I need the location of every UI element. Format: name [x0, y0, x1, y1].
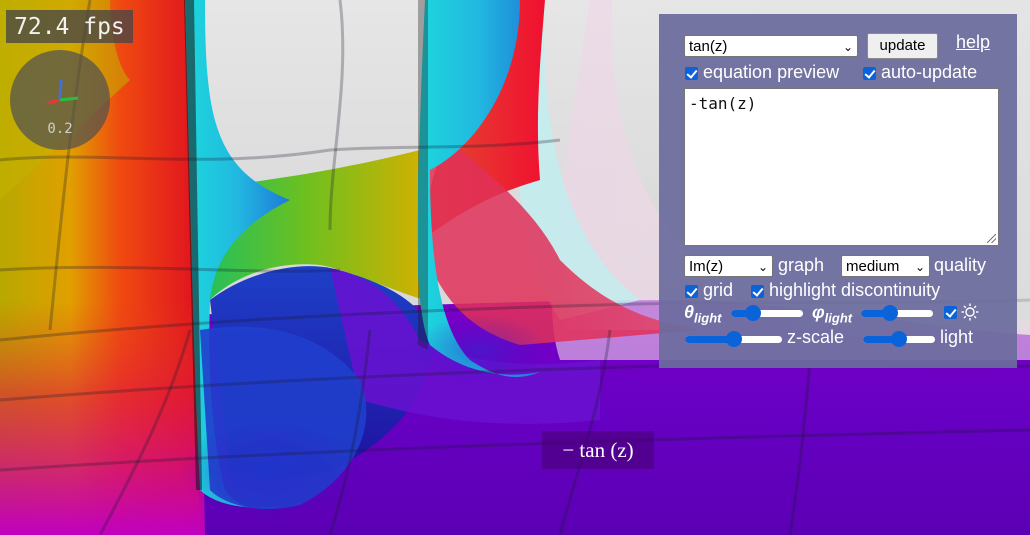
gizmo-scale: 0.2 — [10, 121, 110, 137]
light-label: light — [940, 327, 973, 348]
theta-light-slider[interactable] — [731, 305, 803, 321]
graph-select[interactable]: Im(z) ⌄ — [684, 255, 773, 277]
resize-grip-icon[interactable] — [987, 234, 996, 243]
equation-overlay: − tan (z) — [542, 431, 654, 469]
graph-label: graph — [778, 255, 824, 276]
grid-checkbox[interactable] — [685, 285, 698, 298]
equation-preview-label: equation preview — [703, 62, 839, 83]
chevron-down-icon: ⌄ — [843, 36, 853, 58]
grid-label: grid — [703, 280, 733, 301]
phi-symbol: φ — [812, 302, 825, 322]
pole-2-dark-edge — [418, 0, 428, 350]
z-scale-label: z-scale — [787, 327, 844, 348]
light-slider[interactable] — [863, 331, 935, 347]
expression-text: -tan(z) — [689, 94, 756, 113]
quality-select-value: medium — [846, 258, 899, 275]
chevron-down-icon: ⌄ — [915, 256, 925, 278]
update-button[interactable]: update — [867, 33, 938, 59]
quality-label: quality — [934, 255, 986, 276]
phi-light-slider[interactable] — [861, 305, 933, 321]
axis-gizmo[interactable]: 0.2 — [10, 50, 110, 150]
phi-subscript: light — [825, 311, 852, 326]
theta-subscript: light — [694, 311, 721, 326]
sun-icon — [961, 303, 979, 321]
chevron-down-icon: ⌄ — [758, 256, 768, 278]
help-link[interactable]: help — [956, 32, 990, 53]
function-select-value: tan(z) — [689, 38, 727, 55]
expression-textarea[interactable]: -tan(z) — [684, 88, 999, 246]
auto-update-label: auto-update — [881, 62, 977, 83]
function-select[interactable]: tan(z) ⌄ — [684, 35, 858, 57]
auto-update-checkbox[interactable] — [863, 67, 876, 80]
highlight-discontinuity-label: highlight discontinuity — [769, 280, 940, 301]
z-scale-slider[interactable] — [685, 331, 782, 347]
phi-light-label: φlight — [812, 302, 852, 326]
left-surface-magenta — [0, 300, 205, 535]
theta-light-label: θlight — [684, 302, 721, 326]
highlight-discontinuity-checkbox[interactable] — [751, 285, 764, 298]
theta-symbol: θ — [684, 302, 694, 322]
quality-select[interactable]: medium ⌄ — [841, 255, 930, 277]
equation-preview-checkbox[interactable] — [685, 67, 698, 80]
graph-select-value: Im(z) — [689, 258, 723, 275]
hole-shadow-1 — [180, 420, 360, 520]
control-panel: tan(z) ⌄ update help equation preview au… — [659, 14, 1017, 368]
fps-counter: 72.4 fps — [6, 10, 133, 43]
sun-toggle-checkbox[interactable] — [944, 306, 957, 319]
